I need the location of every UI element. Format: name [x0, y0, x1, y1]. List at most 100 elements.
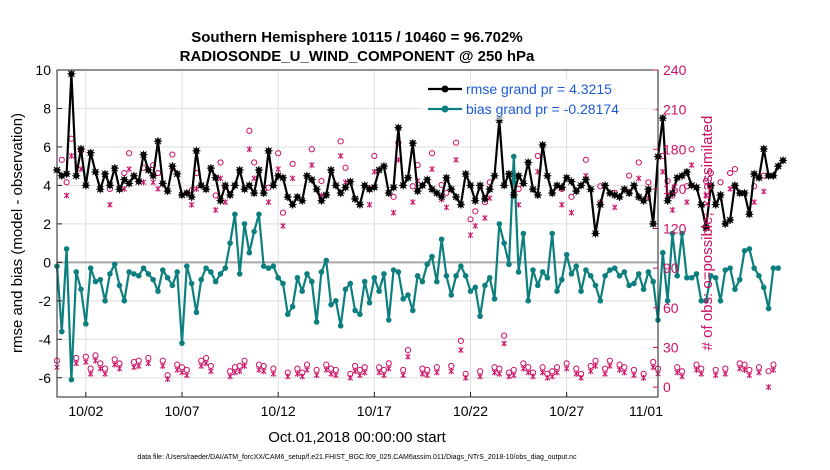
obs-possible-point: [717, 179, 724, 186]
rmse-star-marker: [615, 192, 624, 201]
rmse-star-marker: [288, 200, 297, 209]
obs-possible-point: [746, 366, 753, 374]
legend-bias-marker: [441, 105, 449, 113]
rmse-star-marker: [101, 169, 110, 178]
rmse-star-marker: [67, 69, 76, 78]
obs-possible-point: [351, 362, 359, 370]
rmse-star-marker: [346, 177, 355, 186]
rmse-star-marker: [504, 169, 513, 178]
bias-point: [684, 274, 690, 281]
bias-point: [664, 298, 671, 304]
rmse-star-marker: [96, 185, 105, 194]
obs-assimilated-point: [674, 369, 680, 376]
bias-point: [246, 249, 253, 256]
obs-assimilated-point: [539, 369, 546, 376]
bias-point: [559, 276, 565, 283]
bias-point: [284, 311, 291, 318]
rmse-star-marker: [216, 196, 225, 205]
rmse-star-marker: [125, 179, 134, 188]
y-right-tick-label: 30: [663, 339, 679, 355]
obs-assimilated-point: [448, 368, 455, 375]
bias-point: [554, 288, 560, 295]
chart-subtitle: RADIOSONDE_U_WIND_COMPONENT @ 250 hPa: [180, 48, 535, 65]
obs-possible-point: [424, 366, 431, 374]
bias-point: [587, 273, 594, 279]
legend-box: [420, 78, 656, 120]
obs-assimilated-point: [660, 168, 666, 175]
rmse-star-marker: [428, 185, 437, 194]
x-tick-label: 10/07: [164, 403, 199, 419]
rmse-star-marker: [278, 173, 287, 182]
obs-possible-point: [765, 368, 772, 375]
bias-point: [693, 271, 700, 277]
bias-point: [717, 298, 724, 304]
bias-point: [376, 288, 382, 295]
bias-point: [563, 251, 570, 258]
obs-assimilated-point: [602, 370, 608, 377]
obs-possible-point: [183, 366, 190, 374]
obs-possible-point: [236, 362, 243, 370]
obs-assimilated-point: [73, 360, 79, 367]
rmse-star-marker: [399, 181, 408, 190]
bias-point: [333, 298, 339, 304]
obs-assimilated-point: [145, 360, 152, 367]
bias-point: [640, 286, 647, 293]
bias-point: [198, 276, 205, 283]
rmse-star-marker: [682, 167, 691, 176]
obs-assimilated-point: [357, 372, 363, 379]
obs-possible-point: [573, 365, 580, 372]
obs-possible-point: [318, 177, 325, 185]
obs-possible-point: [712, 366, 719, 374]
rmse-star-marker: [226, 191, 235, 200]
rmse-star-marker: [442, 173, 451, 182]
rmse-star-marker: [178, 191, 187, 200]
rmse-star-marker: [658, 114, 667, 123]
rmse-star-marker: [543, 171, 552, 180]
bias-point: [405, 292, 411, 298]
bias-point: [491, 296, 498, 302]
obs-assimilated-point: [453, 156, 459, 163]
rmse-star-marker: [721, 219, 730, 228]
obs-assimilated-point: [155, 185, 161, 192]
bias-point: [366, 299, 373, 306]
obs-assimilated-point: [309, 162, 315, 169]
rmse-star-marker: [240, 185, 249, 194]
obs-possible-point: [606, 357, 614, 364]
rmse-star-marker: [77, 144, 86, 153]
bias-point: [602, 273, 608, 279]
bias-point: [357, 311, 363, 318]
obs-assimilated-point: [429, 166, 435, 173]
obs-possible-point: [457, 337, 464, 344]
obs-possible-point: [404, 346, 412, 354]
footnote: data file: /Users/raeder/DAI/ATM_forcXX/…: [137, 454, 577, 461]
obs-possible-point: [111, 356, 118, 363]
obs-assimilated-point: [352, 368, 358, 375]
bias-point: [328, 301, 334, 308]
obs-possible-point: [428, 150, 436, 157]
obs-assimilated-point: [563, 365, 570, 372]
obs-assimilated-point: [765, 384, 772, 391]
obs-possible-point: [751, 183, 758, 190]
rmse-star-marker: [235, 166, 244, 175]
y-right-tick-label: 60: [663, 300, 679, 316]
bias-point: [741, 248, 748, 254]
x-tick-label: 10/17: [357, 403, 392, 419]
obs-assimilated-point: [227, 373, 233, 380]
obs-assimilated-point: [198, 362, 204, 369]
bias-point: [472, 284, 479, 291]
rmse-star-marker: [533, 191, 542, 200]
bias-point: [453, 273, 459, 279]
rmse-star-marker: [336, 189, 345, 198]
rmse-star-marker: [730, 181, 739, 190]
rmse-star-marker: [370, 183, 379, 192]
obs-assimilated-point: [578, 374, 584, 381]
obs-assimilated-point: [63, 192, 70, 199]
obs-possible-point: [755, 364, 763, 371]
rmse-star-marker: [62, 169, 71, 178]
rmse-star-marker: [105, 181, 114, 190]
y-axis-ticks: 10 8 6 4 2 0 -2 -4 -6: [35, 62, 62, 386]
y-right-tick-label: 0: [663, 379, 671, 395]
y-right-axis-label: # of obs: o=possible; ×=assimilated: [699, 116, 716, 351]
bias-point: [424, 261, 431, 268]
